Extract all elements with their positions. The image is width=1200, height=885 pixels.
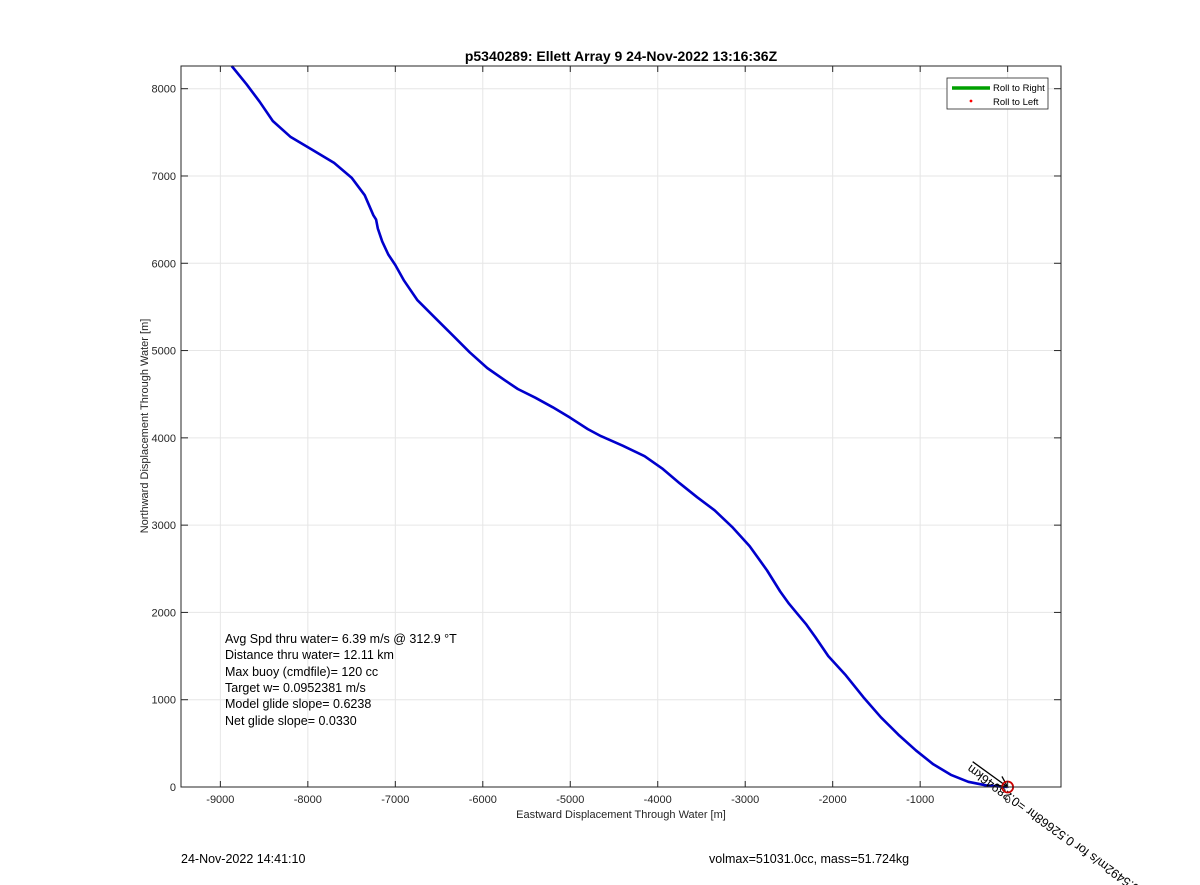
x-tick-label: -5000 [556, 794, 584, 806]
x-tick-label: -6000 [469, 794, 497, 806]
y-tick-label: 1000 [152, 695, 176, 707]
x-tick-label: -9000 [206, 794, 234, 806]
legend: Roll to Right Roll to Left [946, 77, 1049, 110]
footer-timestamp: 24-Nov-2022 14:41:10 [181, 852, 306, 866]
y-tick-label: 3000 [152, 520, 176, 532]
legend-box [946, 77, 1049, 110]
footer-volmax-mass: volmax=51031.0cc, mass=51.724kg [709, 852, 910, 866]
trajectory-line [230, 65, 1008, 789]
y-tick-label: 5000 [152, 346, 176, 358]
annotation-max-buoy: Max buoy (cmdfile)= 120 cc [225, 665, 378, 679]
y-tick-label: 4000 [152, 433, 176, 445]
y-tick-label: 7000 [152, 171, 176, 183]
annotation-target-w: Target w= 0.0952381 m/s [225, 681, 366, 695]
annotation-model-glide: Model glide slope= 0.6238 [225, 697, 371, 711]
legend-roll-left-label: Roll to Left [993, 97, 1039, 108]
x-tick-label: -4000 [644, 794, 672, 806]
chart-title: p5340289: Ellett Array 9 24-Nov-2022 13:… [465, 48, 778, 64]
x-tick-label: -1000 [906, 794, 934, 806]
y-tick-label: 6000 [152, 258, 176, 270]
plot-area [181, 66, 1061, 787]
x-tick-label: -2000 [819, 794, 847, 806]
current-arrow-shaft [972, 761, 1009, 788]
stats-annotations: Avg Spd thru water= 6.39 m/s @ 312.9 °T … [225, 632, 457, 728]
ticks: -9000 -8000 -7000 -6000 -5000 -4000 -3000 -2000… [152, 66, 1061, 806]
y-tick-label: 0 [170, 782, 176, 794]
legend-roll-right-label: Roll to Right [993, 83, 1045, 94]
x-tick-label: -7000 [381, 794, 409, 806]
y-tick-label: 2000 [152, 607, 176, 619]
annotation-distance: Distance thru water= 12.11 km [225, 648, 394, 662]
x-axis-label: Eastward Displacement Through Water [m] [516, 809, 726, 821]
legend-roll-left-swatch [969, 99, 973, 103]
x-tick-label: 0 [1005, 794, 1011, 806]
x-tick-label: -8000 [294, 794, 322, 806]
plot-frame [180, 65, 1062, 788]
y-tick-label: 8000 [152, 84, 176, 96]
annotation-net-glide: Net glide slope= 0.0330 [225, 714, 357, 728]
y-axis-label: Northward Displacement Through Water [m] [139, 319, 151, 534]
x-tick-label: -3000 [731, 794, 759, 806]
annotation-avg-speed: Avg Spd thru water= 6.39 m/s @ 312.9 °T [225, 632, 457, 646]
